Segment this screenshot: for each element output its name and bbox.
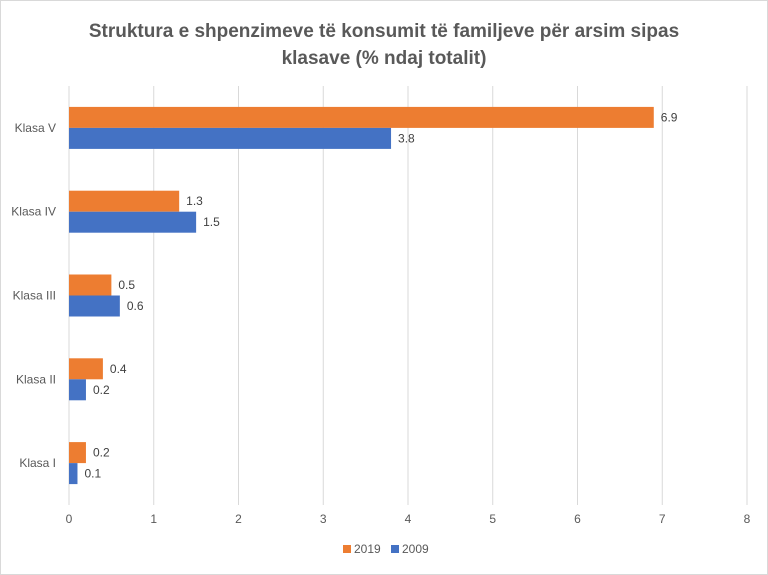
- bar-2009: [69, 463, 78, 485]
- category-label: Klasa V: [15, 121, 56, 135]
- category-label: Klasa I: [19, 456, 56, 470]
- x-tick-label: 8: [744, 512, 751, 526]
- data-label-2009: 0.2: [93, 383, 110, 397]
- data-label-2019: 6.9: [661, 110, 678, 124]
- x-tick-label: 1: [150, 512, 157, 526]
- chart-title-line-1: Struktura e shpenzimeve të konsumit të f…: [89, 21, 679, 42]
- data-label-2009: 0.6: [127, 299, 144, 313]
- data-label-2019: 1.3: [186, 194, 203, 208]
- legend-swatch-2019: [343, 545, 351, 553]
- legend-label-2009: 2009: [402, 542, 429, 556]
- data-label-2019: 0.5: [118, 278, 135, 292]
- bar-2019: [69, 442, 86, 464]
- bar-2019: [69, 358, 103, 380]
- category-label: Klasa II: [16, 372, 56, 386]
- bar-2009: [69, 127, 392, 149]
- x-tick-label: 4: [405, 512, 412, 526]
- data-label-2019: 0.2: [93, 446, 110, 460]
- bar-2009: [69, 295, 120, 317]
- data-label-2009: 1.5: [203, 215, 220, 229]
- x-tick-label: 3: [320, 512, 327, 526]
- legend-swatch-2009: [391, 545, 399, 553]
- x-tick-label: 6: [574, 512, 581, 526]
- data-label-2019: 0.4: [110, 362, 127, 376]
- x-tick-label: 7: [659, 512, 666, 526]
- bar-2019: [69, 106, 654, 128]
- x-tick-label: 5: [489, 512, 496, 526]
- data-label-2009: 0.1: [84, 467, 101, 481]
- category-label: Klasa III: [13, 289, 56, 303]
- bar-2009: [69, 211, 197, 233]
- bar-2019: [69, 274, 112, 296]
- x-tick-label: 2: [235, 512, 242, 526]
- legend-label-2019: 2019: [354, 542, 381, 556]
- category-label: Klasa IV: [11, 205, 56, 219]
- bar-2019: [69, 190, 180, 212]
- data-label-2009: 3.8: [398, 131, 415, 145]
- bar-2009: [69, 379, 86, 401]
- x-tick-label: 0: [66, 512, 73, 526]
- chart-title-line-2: klasave (% ndaj totalit): [282, 48, 487, 69]
